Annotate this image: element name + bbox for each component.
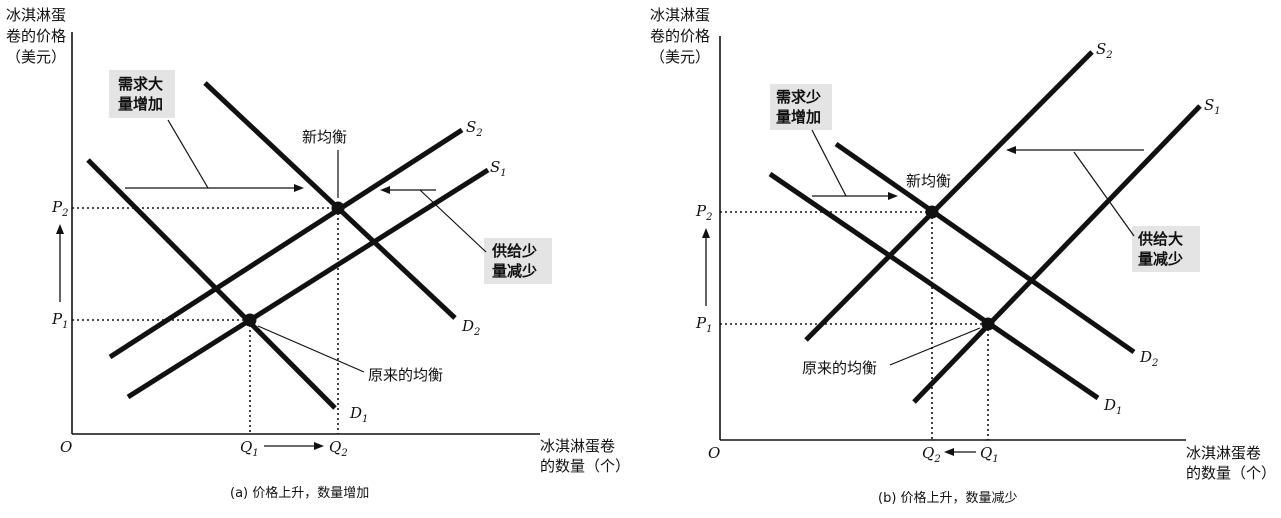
panel-b-demand-d1 [768,171,1100,401]
panel-a-new-equilibrium-label: 新均衡 [302,128,347,146]
panel-b-original-equilibrium-label: 原来的均衡 [802,359,877,377]
panel-b-origin: O [708,444,720,462]
panel-b: 冰淇淋蛋 卷的价格 （美元） 冰淇淋蛋卷 的数量（个） O S2 S1 D2 D… [650,6,1276,506]
panel-b-demand-note-box [770,84,832,130]
panel-a-supply-note-line1: 供给少 [491,242,537,260]
panel-a-new-equilibrium-point [331,201,345,215]
panel-b-new-equilibrium-point [925,205,939,219]
panel-a-d2-label: D2 [461,317,480,338]
panel-a-demand-note-leader [167,119,209,189]
panel-b-supply-note-line2: 量减少 [1138,250,1183,268]
panel-a-demand-d2 [203,81,457,320]
panel-a-p1-label: P1 [51,310,68,331]
panel-a-caption: (a) 价格上升，数量增加 [230,485,369,501]
panel-b-supply-note-leader [1073,151,1135,237]
panel-a-p2-label: P2 [51,198,68,219]
panel-b-p1-label: P1 [695,314,712,335]
panel-b-demand-note-line2: 量增加 [776,108,821,126]
panel-b-xlabel-line2: 的数量（个） [1186,464,1276,482]
panel-b-demand-note-line1: 需求少 [776,88,821,106]
panel-b-new-equilibrium-label: 新均衡 [906,172,951,190]
panel-a-ylabel-line1: 冰淇淋蛋 [6,6,66,24]
panel-b-ylabel-line3: （美元） [650,48,710,66]
panel-a-supply-s2 [108,127,464,360]
panel-b-old-eq-leader [889,327,981,366]
panel-b-s1-label: S1 [1204,96,1221,117]
panel-a-demand-note-line2: 量增加 [118,95,163,113]
panel-b-ylabel-line2: 卷的价格 [650,27,710,45]
panel-a-xlabel-line2: 的数量（个） [540,457,630,475]
panel-b-demand-note-leader [811,129,847,197]
panel-b-s2-label: S2 [1096,40,1113,61]
panel-a-s1-label: S1 [490,158,507,179]
panel-a-supply-note-leader [419,189,487,253]
panel-b-q1-label: Q1 [980,444,999,465]
panel-b-original-equilibrium-point [981,317,995,331]
panel-a-supply-note-box [484,238,552,284]
panel-b-supply-s1 [912,104,1202,404]
panel-a-origin: O [60,438,72,456]
panel-b-d1-label: D1 [1103,396,1122,417]
panel-a-demand-note-box [109,70,175,118]
panel-a-original-equilibrium-label: 原来的均衡 [368,366,443,384]
panel-b-demand-d2 [834,141,1136,355]
panel-b-supply-note-box [1132,226,1200,272]
panel-a-demand-note-line1: 需求大 [118,75,163,93]
panel-b-supply-note-line1: 供给大 [1137,230,1183,248]
panel-a-demand-d1 [86,158,337,410]
panel-a-s2-label: S2 [466,118,483,139]
panel-b-p2-label: P2 [695,202,712,223]
panel-b-caption: (b) 价格上升，数量减少 [878,490,1018,506]
panel-a: 冰淇淋蛋 卷的价格 （美元） 冰淇淋蛋卷 的数量（个） O S2 S1 D2 D… [6,6,630,501]
panel-a-q1-label: Q1 [240,438,259,459]
panel-a-d1-label: D1 [349,404,368,425]
panel-a-supply-s1 [126,167,490,400]
panel-b-xlabel-line1: 冰淇淋蛋卷 [1186,444,1261,462]
panel-a-ylabel-line3: （美元） [6,48,66,66]
panel-b-q2-label: Q2 [922,444,941,465]
panel-a-old-eq-leader [257,325,365,373]
panel-a-xlabel-line1: 冰淇淋蛋卷 [540,437,615,455]
panel-b-ylabel-line1: 冰淇淋蛋 [650,6,710,24]
panel-a-q2-label: Q2 [329,438,348,459]
panel-b-supply-s2 [804,50,1094,342]
panel-b-d2-label: D2 [1139,348,1158,369]
panel-a-supply-note-line2: 量减少 [492,262,537,280]
panel-a-ylabel-line2: 卷的价格 [6,27,66,45]
panel-a-original-equilibrium-point [243,313,257,327]
